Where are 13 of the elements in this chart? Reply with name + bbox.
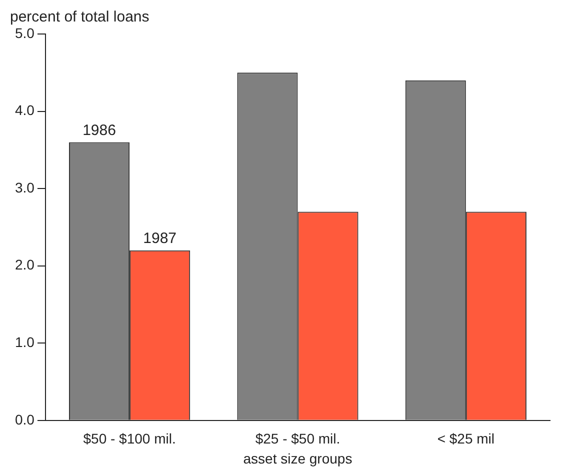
y-tick-label: 1.0 — [14, 334, 35, 350]
series-label: 1987 — [143, 230, 177, 248]
series-label: 1986 — [82, 122, 116, 139]
y-tick-label: 4.0 — [14, 102, 35, 118]
y-tick-label: 2.0 — [14, 256, 35, 273]
x-tick-label: $25 - $50 mil. — [255, 430, 340, 447]
y-tick-label: 3.0 — [14, 179, 35, 196]
y-tick-label: 5.0 — [14, 24, 35, 41]
x-tick-label: < $25 mil — [437, 430, 495, 447]
y-axis-title: percent of total loans — [10, 8, 150, 26]
x-tick-label: $50 - $100 mil. — [83, 430, 176, 447]
y-tick-label: 0.0 — [14, 411, 35, 428]
x-axis-title: asset size groups — [243, 450, 352, 466]
